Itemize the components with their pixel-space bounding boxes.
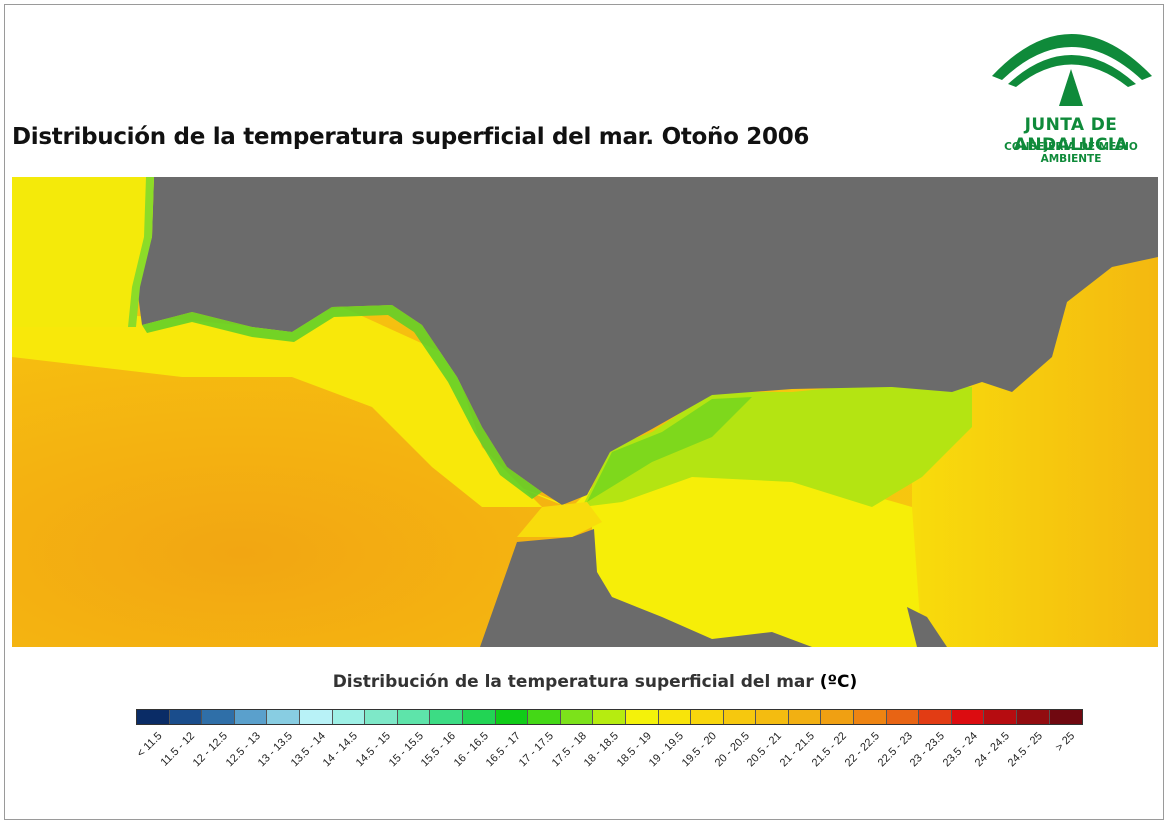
legend-swatch [951, 710, 985, 724]
legend-swatch [593, 710, 626, 724]
legend-tick-label: 16 - 16.5 [451, 730, 491, 770]
legend-tick-label: 13 - 13.5 [255, 730, 296, 770]
legend-tick-label: 15.5 - 16 [418, 730, 459, 770]
alboran-green-coast-water [587, 397, 752, 502]
legend-swatch [430, 710, 463, 724]
portugal-coast [12, 177, 154, 327]
legend-tick-label: 15 - 15.5 [386, 730, 426, 770]
legend-swatch [332, 710, 366, 724]
legend-tick-label: 19 - 19.5 [647, 730, 687, 770]
logo-emblem-icon [992, 34, 1152, 106]
legend-swatch [365, 710, 398, 724]
legend-tick-label: 23 - 23.5 [907, 730, 948, 770]
legend-tick-label: > 25 [1053, 730, 1078, 754]
legend-tick-label: 20.5 - 21 [744, 730, 785, 770]
legend-tick-label: 12.5 - 13 [223, 730, 263, 770]
legend-tick-label: 13.5 - 14 [288, 730, 328, 770]
legend-swatch [1049, 710, 1083, 724]
portugal-cool-fringe [128, 177, 154, 327]
legend-swatch [234, 710, 268, 724]
legend-tick-label: 14.5 - 15 [353, 730, 393, 770]
alboran-cool-water [582, 382, 972, 507]
legend-swatch [984, 710, 1018, 724]
legend-swatch [919, 710, 952, 724]
gulf-of-cadiz-coastal-water [12, 307, 542, 507]
legend-swatch [756, 710, 789, 724]
legend-tick-label: 16.5 - 17 [484, 730, 524, 770]
legend-tick-label: 22 - 22.5 [842, 730, 882, 770]
legend-swatch [625, 710, 659, 724]
legend-swatch [299, 710, 333, 724]
colorbar-tick-labels: < 11.5 11.5 - 12 12 - 12.5 12.5 - 13 13 - 13… [135, 730, 1096, 810]
legend-swatch [560, 710, 594, 724]
legend-title-text: Distribución de la temperatura superfici… [332, 672, 814, 692]
legend-tick-label: 17.5 - 18 [549, 730, 589, 770]
legend-tick-label: 17 - 17.5 [516, 730, 556, 770]
legend-tick-label: 18 - 18.5 [581, 730, 622, 770]
legend-swatch [397, 710, 431, 724]
legend-swatch [854, 710, 887, 724]
legend-tick-label: 21.5 - 22 [810, 730, 850, 770]
legend-tick-label: 20 - 20.5 [712, 730, 752, 770]
legend-swatch [267, 710, 300, 724]
legend-swatch [202, 710, 235, 724]
legend-swatch [1017, 710, 1050, 724]
legend-swatch [462, 710, 496, 724]
legend-swatch [528, 710, 561, 724]
legend-swatch [691, 710, 724, 724]
strait-of-gibraltar-water [517, 502, 602, 537]
junta-de-andalucia-logo: JUNTA DE ANDALUCIA CONSEJERÍA DE MEDIO A… [980, 14, 1162, 165]
legend-unit: (ºC) [819, 672, 858, 692]
land-africa-east [907, 607, 947, 647]
legend-swatch [723, 710, 757, 724]
legend-tick-label: 24.5 - 25 [1005, 730, 1045, 770]
coastal-cool-fringe [142, 305, 542, 499]
land-iberian-peninsula [137, 177, 1158, 505]
legend-swatch [658, 710, 692, 724]
logo-name: JUNTA DE ANDALUCIA [1013, 115, 1129, 155]
legend-swatch [495, 710, 529, 724]
legend-tick-label: 12 - 12.5 [190, 730, 230, 770]
legend-tick-label: 19.5 - 20 [679, 730, 719, 770]
logo-subtitle: CONSEJERÍA DE MEDIO AMBIENTE [1004, 141, 1138, 165]
temperature-colorbar [136, 709, 1084, 725]
legend-title: Distribución de la temperatura superfici… [0, 672, 1170, 692]
legend-tick-label: 14 - 14.5 [321, 730, 361, 770]
legend-swatch [169, 710, 203, 724]
page-title: Distribución de la temperatura superfici… [12, 124, 810, 150]
legend-tick-label: 18.5 - 19 [614, 730, 654, 770]
legend-tick-label: 21 - 21.5 [777, 730, 817, 770]
legend-tick-label: 22.5 - 23 [875, 730, 915, 770]
legend-swatch [886, 710, 920, 724]
legend-swatch [137, 710, 170, 724]
legend-swatch [788, 710, 822, 724]
legend-tick-label: 23.5 - 24 [940, 730, 980, 770]
legend-tick-label: 11.5 - 12 [158, 730, 198, 769]
sea-temperature-map [12, 177, 1158, 647]
legend-tick-label: < 11.5 [135, 730, 165, 760]
legend-tick-label: 24 - 24.5 [973, 730, 1013, 770]
legend-swatch [821, 710, 855, 724]
land-north-africa [480, 529, 812, 647]
